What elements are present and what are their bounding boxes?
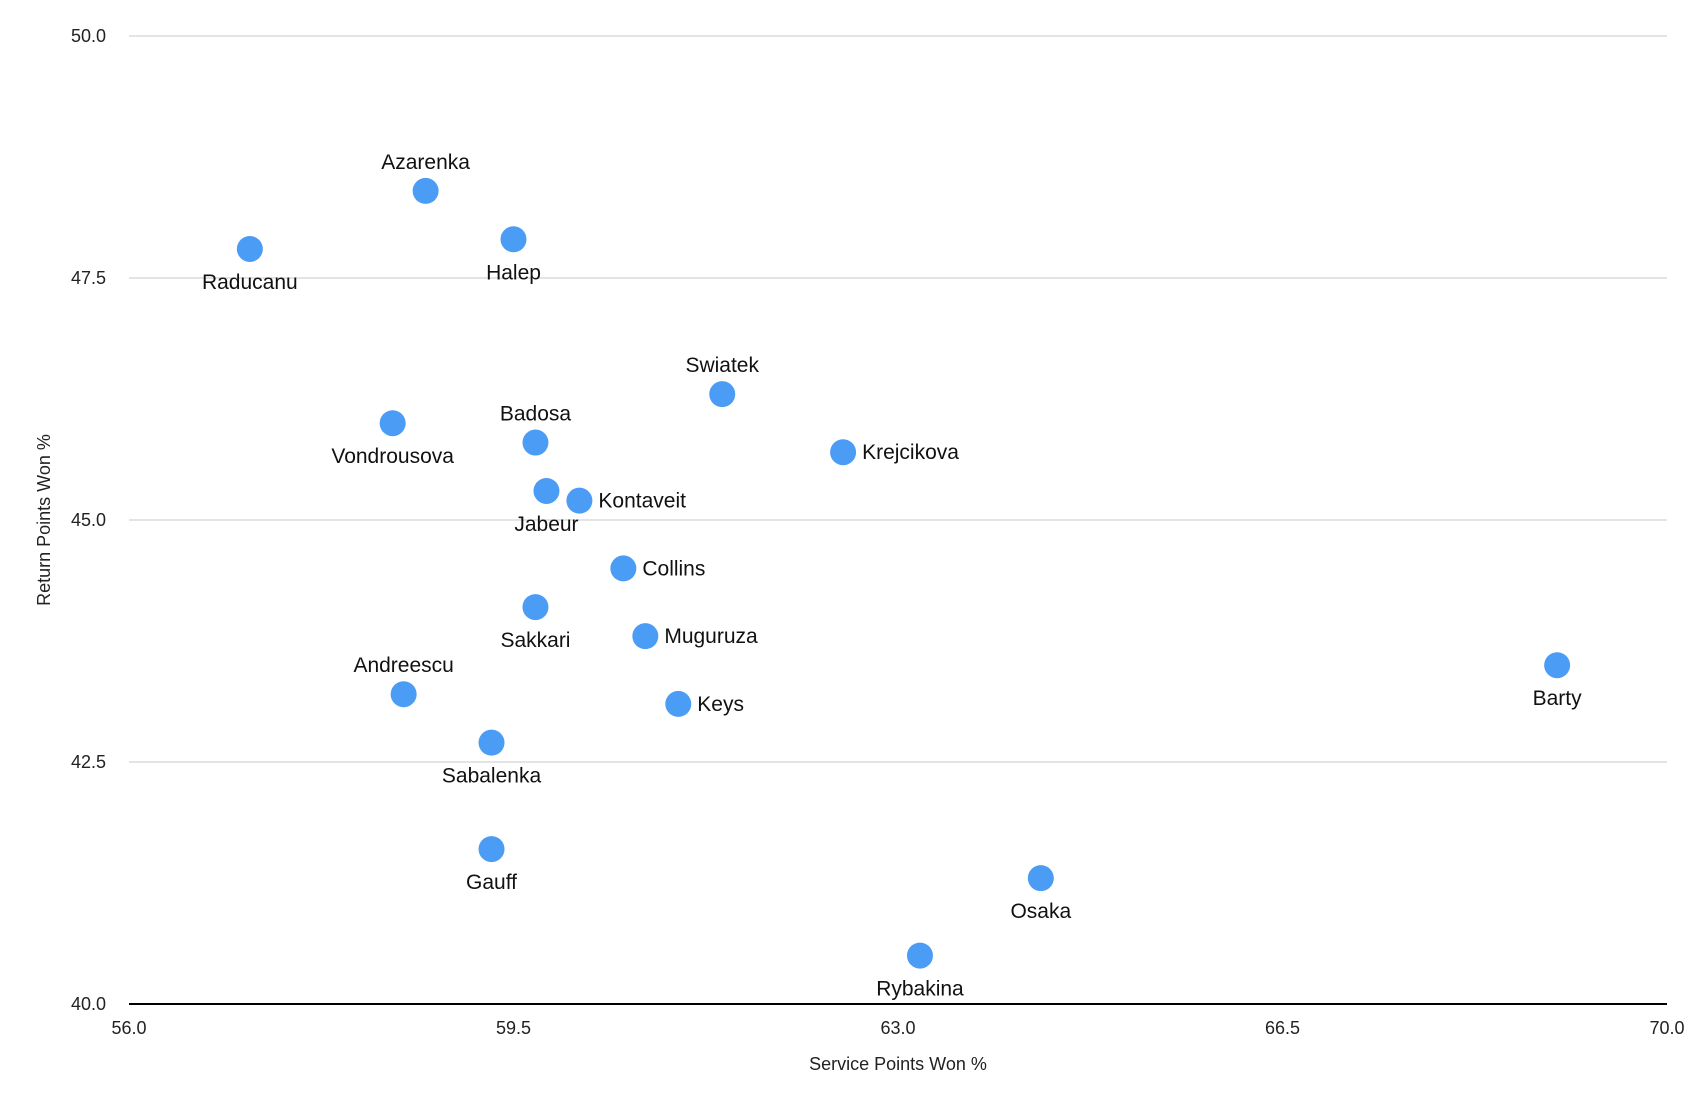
- x-tick-label: 63.0: [880, 1018, 915, 1038]
- data-point: [533, 477, 560, 504]
- data-point: [1027, 865, 1054, 892]
- data-point: [906, 942, 933, 969]
- data-point: [665, 690, 692, 717]
- data-point: [379, 410, 406, 437]
- y-tick-label: 47.5: [71, 268, 106, 288]
- data-point: [390, 681, 417, 708]
- point-label: Azarenka: [381, 151, 470, 174]
- x-tick-label: 56.0: [111, 1018, 146, 1038]
- y-axis-title: Return Points Won %: [34, 434, 54, 606]
- data-point: [632, 623, 659, 650]
- data-point: [412, 177, 439, 204]
- x-tick-labels: 56.0 59.5 63.0 66.5 70.0: [111, 1018, 1684, 1038]
- point-label: Andreescu: [353, 654, 453, 677]
- data-point: [236, 235, 263, 262]
- point-label: Raducanu: [202, 271, 298, 294]
- data-point: [478, 729, 505, 756]
- point-label: Halep: [486, 261, 541, 284]
- data-point: [500, 226, 527, 253]
- data-point: [830, 439, 857, 466]
- point-label: Collins: [642, 557, 705, 580]
- data-point: [566, 487, 593, 514]
- data-point: [522, 594, 549, 621]
- point-label: Gauff: [466, 871, 517, 894]
- data-points: [236, 177, 1571, 969]
- data-point: [522, 429, 549, 456]
- point-label: Sabalenka: [442, 765, 542, 788]
- point-label: Jabeur: [514, 513, 578, 536]
- y-tick-label: 45.0: [71, 510, 106, 530]
- point-label: Keys: [697, 693, 744, 716]
- point-label: Barty: [1533, 687, 1583, 710]
- point-label: Muguruza: [664, 625, 758, 648]
- point-labels: Azarenka Raducanu Halep Swiatek Vondrousova B…: [202, 151, 1582, 1001]
- data-point: [1544, 652, 1571, 679]
- point-label: Swiatek: [685, 354, 759, 377]
- data-point: [709, 381, 736, 408]
- x-axis-title: Service Points Won %: [809, 1054, 987, 1074]
- point-label: Badosa: [500, 403, 572, 426]
- point-label: Sakkari: [500, 629, 570, 652]
- data-point: [478, 836, 505, 863]
- x-tick-label: 70.0: [1649, 1018, 1684, 1038]
- x-tick-label: 59.5: [496, 1018, 531, 1038]
- point-label: Osaka: [1010, 900, 1071, 923]
- point-label: Rybakina: [876, 978, 964, 1001]
- data-point: [610, 555, 637, 582]
- point-label: Vondrousova: [331, 445, 454, 468]
- point-label: Krejcikova: [862, 441, 959, 464]
- gridlines: [129, 35, 1667, 763]
- x-tick-label: 66.5: [1265, 1018, 1300, 1038]
- y-tick-label: 50.0: [71, 26, 106, 46]
- y-tick-label: 42.5: [71, 752, 106, 772]
- y-tick-labels: 40.0 42.5 45.0 47.5 50.0: [71, 26, 106, 1014]
- point-label: Kontaveit: [598, 490, 686, 513]
- y-tick-label: 40.0: [71, 994, 106, 1014]
